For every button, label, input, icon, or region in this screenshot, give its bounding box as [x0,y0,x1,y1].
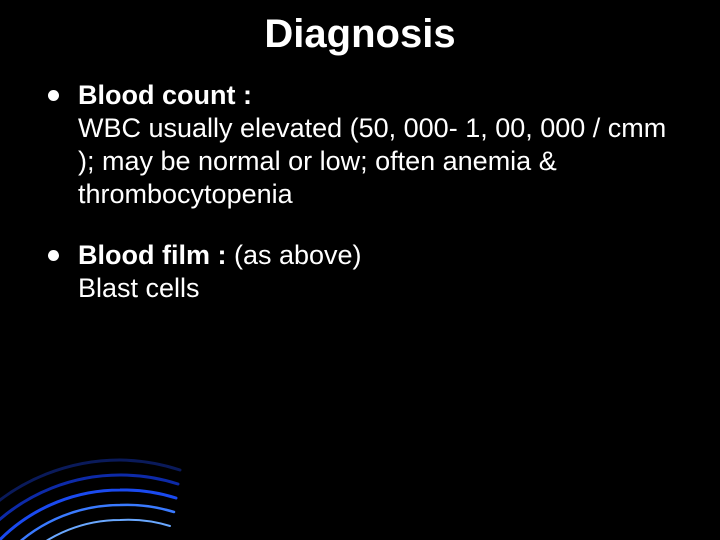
bullet-tail: (as above) [226,240,361,270]
bullet-lead: Blood count : [78,80,252,110]
bullet-item: Blood count : WBC usually elevated (50, … [48,79,680,211]
bullet-item: Blood film : (as above) Blast cells [48,239,680,305]
slide-title: Diagnosis [40,12,680,57]
bullet-body: Blast cells [78,273,200,303]
decorative-arc-icon [0,300,240,540]
bullet-body: WBC usually elevated (50, 000- 1, 00, 00… [78,113,666,209]
slide: Diagnosis Blood count : WBC usually elev… [0,0,720,540]
bullet-list: Blood count : WBC usually elevated (50, … [40,79,680,305]
bullet-lead: Blood film : [78,240,226,270]
